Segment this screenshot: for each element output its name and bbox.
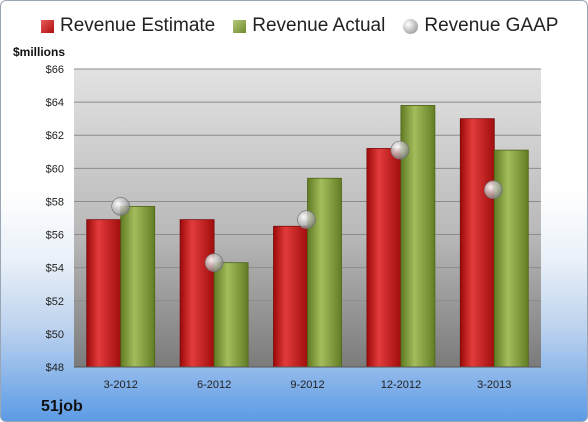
bar-revenue-estimate	[179, 219, 215, 368]
x-tick-label: 6-2012	[197, 379, 231, 391]
x-tick-label: 9-2012	[290, 379, 324, 391]
bar-revenue-actual	[493, 149, 529, 368]
y-tick-label: $56	[46, 230, 64, 242]
legend-label-estimate: Revenue Estimate	[60, 15, 216, 36]
legend-label-actual: Revenue Actual	[252, 15, 386, 36]
bar-revenue-estimate	[273, 225, 308, 368]
y-tick-label: $48	[46, 362, 64, 374]
company-label: 51job	[41, 398, 83, 415]
y-tick-label: $62	[46, 130, 64, 142]
legend-label-gaap: Revenue GAAP	[424, 15, 559, 36]
marker-revenue-gaap	[483, 180, 503, 200]
x-tick-label: 12-2012	[381, 379, 421, 391]
y-tick-label: $66	[46, 64, 64, 76]
bar-revenue-actual	[307, 177, 342, 368]
marker-revenue-gaap	[390, 140, 410, 160]
y-tick-label: $64	[46, 97, 64, 109]
bar-revenue-estimate	[366, 148, 402, 368]
y-axis-unit-label: $millions	[13, 45, 66, 59]
y-tick-label: $50	[46, 329, 64, 341]
bar-revenue-actual	[213, 262, 249, 368]
marker-revenue-gaap	[204, 253, 224, 273]
x-tick-label: 3-2013	[477, 379, 511, 391]
y-tick-label: $58	[46, 196, 64, 208]
legend-swatch-estimate	[41, 19, 54, 33]
legend-swatch-gaap	[403, 18, 419, 34]
legend: Revenue Estimate Revenue Actual Revenue …	[41, 15, 558, 37]
x-tick-label: 3-2012	[104, 379, 138, 391]
legend-item-actual: Revenue Actual	[233, 15, 385, 37]
y-tick-label: $52	[46, 296, 64, 308]
legend-item-gaap: Revenue GAAP	[403, 15, 558, 37]
bar-revenue-actual	[120, 206, 156, 368]
y-tick-label: $60	[46, 163, 64, 175]
bar-revenue-estimate	[86, 219, 122, 368]
bar-revenue-estimate	[459, 118, 495, 368]
y-tick-label: $54	[46, 263, 64, 275]
legend-item-estimate: Revenue Estimate	[41, 15, 215, 37]
legend-swatch-actual	[233, 19, 247, 33]
marker-revenue-gaap	[297, 210, 316, 229]
marker-revenue-gaap	[111, 197, 130, 216]
